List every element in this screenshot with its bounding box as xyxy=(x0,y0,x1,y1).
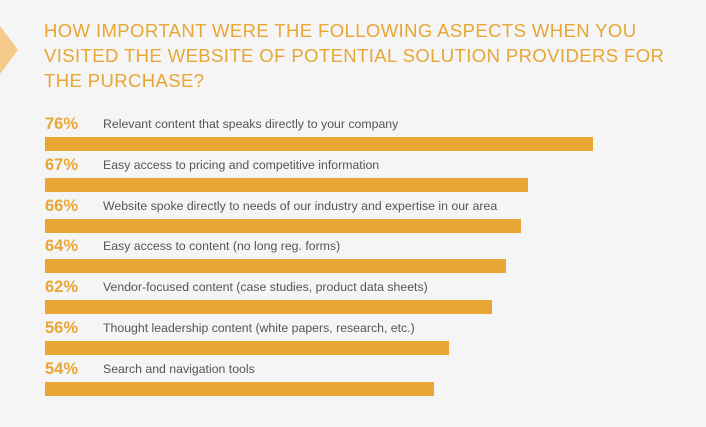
bar xyxy=(45,341,449,355)
bar xyxy=(45,218,521,233)
bar-value-label: 62% xyxy=(45,278,79,297)
bar-value-label: 67% xyxy=(45,155,79,174)
bar-category-label: Easy access to pricing and competitive i… xyxy=(103,157,380,172)
bar xyxy=(45,300,493,315)
corner-tab-decoration xyxy=(0,26,18,74)
bar xyxy=(45,137,593,151)
bar-category-label: Search and navigation tools xyxy=(103,361,255,376)
bar xyxy=(45,177,529,192)
bar-category-label: Easy access to content (no long reg. for… xyxy=(103,239,341,254)
bar-value-label: 76% xyxy=(45,115,79,133)
bar-category-label: Vendor-focused content (case studies, pr… xyxy=(103,280,428,295)
bar-category-label: Thought leadership content (white papers… xyxy=(103,321,415,335)
bar-value-label: 56% xyxy=(45,319,79,337)
bar xyxy=(45,381,435,396)
chart-title: HOW IMPORTANT WERE THE FOLLOWING ASPECTS… xyxy=(44,20,665,91)
bar-value-label: 54% xyxy=(45,359,79,378)
bar xyxy=(45,259,507,274)
bar-value-label: 64% xyxy=(45,237,79,256)
bar-value-label: 66% xyxy=(45,196,79,215)
bar-category-label: Website spoke directly to needs of our i… xyxy=(103,198,498,213)
bar-category-label: Relevant content that speaks directly to… xyxy=(103,117,399,131)
